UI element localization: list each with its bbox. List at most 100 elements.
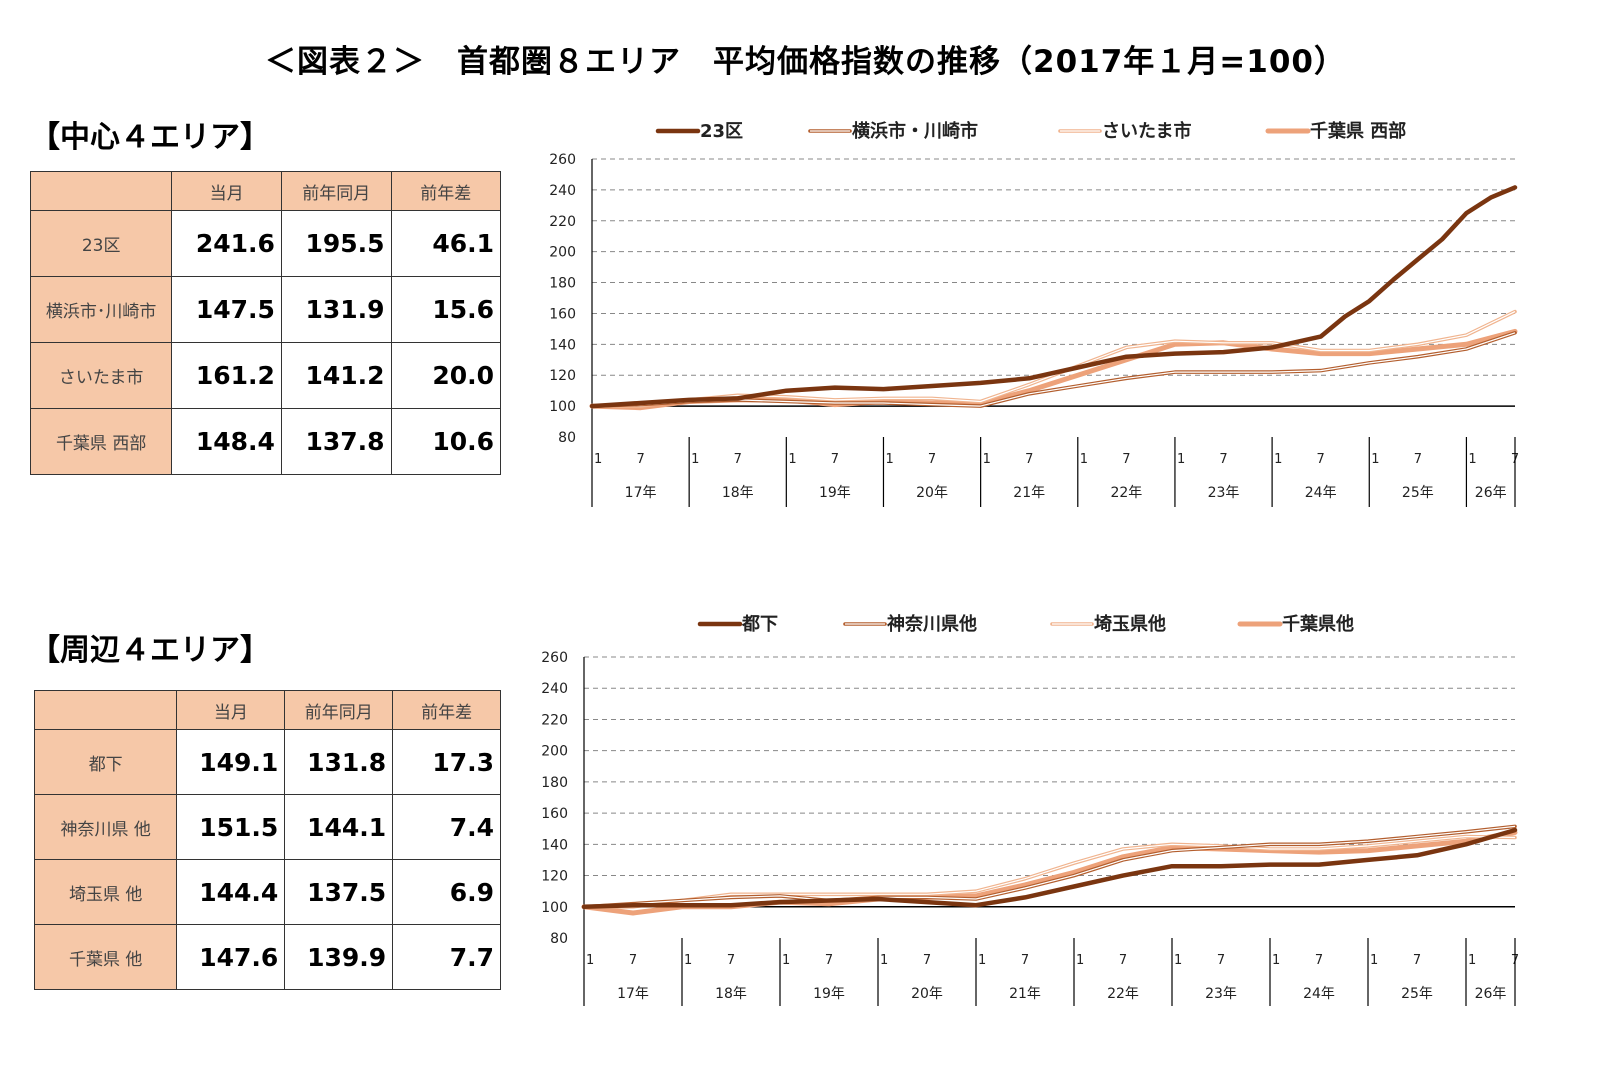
table-header-diff: 前年差 [392, 690, 501, 730]
legend-label: 千葉県 西部 [1310, 120, 1406, 142]
table-row: 横浜市･川崎市 147.5 131.9 15.6 [29, 276, 502, 343]
table-row: 都下 149.1 131.8 17.3 [33, 729, 501, 795]
table-header-current: 当月 [171, 171, 282, 211]
x-tick-label: 7 [1414, 452, 1422, 467]
row-label: 神奈川県 他 [33, 794, 178, 860]
x-tick-label: 1 [885, 452, 893, 467]
y-tick-label: 140 [549, 337, 576, 353]
x-year-label: 18年 [722, 485, 754, 501]
x-tick-label: 7 [1315, 953, 1323, 968]
y-tick-label: 100 [541, 900, 568, 916]
series-path-inner [592, 311, 1516, 407]
y-tick-label: 200 [541, 744, 568, 760]
table-header-current: 当月 [176, 690, 286, 730]
cell-diff: 6.9 [392, 859, 501, 925]
table-header-row: 当月 前年同月 前年差 [29, 171, 502, 211]
legend-item: 埼玉県他 [1050, 613, 1166, 635]
cell-diff: 17.3 [392, 729, 501, 795]
y-tick-label: 220 [549, 214, 576, 230]
table-suburban: 当月 前年同月 前年差 都下 149.1 131.8 17.3 神奈川県 他 1… [33, 690, 501, 990]
legend-label: 神奈川県他 [887, 613, 977, 635]
row-label: さいたま市 [29, 342, 173, 409]
x-tick-label: 1 [1468, 953, 1476, 968]
legend-item: 千葉県他 [1237, 613, 1354, 635]
legend-item: 23区 [655, 121, 743, 142]
x-tick-label: 1 [880, 953, 888, 968]
x-tick-label: 7 [928, 452, 936, 467]
table-header-row: 当月 前年同月 前年差 [33, 690, 501, 730]
table-header-empty [33, 690, 178, 730]
legend-label: 横浜市・川崎市 [852, 120, 978, 142]
x-tick-label: 1 [1468, 452, 1476, 467]
x-tick-label: 7 [1119, 953, 1127, 968]
cell-current: 144.4 [176, 859, 286, 925]
table-central: 当月 前年同月 前年差 23区 241.6 195.5 46.1 横浜市･川崎市… [29, 171, 502, 475]
cell-last-year: 139.9 [284, 924, 394, 990]
x-tick-label: 1 [1370, 953, 1378, 968]
cell-last-year: 137.5 [284, 859, 394, 925]
x-year-label: 17年 [617, 986, 649, 1002]
x-tick-label: 1 [691, 452, 699, 467]
legend-item: 千葉県 西部 [1265, 120, 1406, 142]
series-path [590, 309, 1517, 408]
x-tick-label: 7 [1021, 953, 1029, 968]
y-tick-label: 260 [541, 650, 568, 666]
series-line [582, 824, 1517, 909]
x-year-label: 26年 [1475, 485, 1507, 501]
cell-current: 241.6 [171, 210, 282, 277]
cell-current: 147.5 [171, 276, 282, 343]
legend-item: 神奈川県他 [843, 613, 977, 635]
legend-label: さいたま市 [1102, 120, 1191, 142]
cell-last-year: 195.5 [280, 210, 392, 277]
x-tick-label: 7 [727, 953, 735, 968]
series-path-inner [591, 332, 1516, 407]
table-header-empty [29, 171, 173, 211]
x-year-label: 21年 [1009, 986, 1041, 1002]
series-line [582, 834, 1517, 909]
x-year-label: 20年 [911, 986, 943, 1002]
cell-current: 148.4 [171, 408, 282, 475]
x-tick-label: 7 [1413, 953, 1421, 968]
x-tick-label: 1 [983, 452, 991, 467]
series-line [590, 309, 1517, 408]
y-tick-label: 260 [549, 152, 576, 168]
cell-diff: 46.1 [390, 210, 502, 277]
row-label: 埼玉県 他 [33, 859, 178, 925]
y-tick-label: 240 [541, 681, 568, 697]
series-path-inner [583, 825, 1516, 908]
cell-diff: 15.6 [390, 276, 502, 343]
table-row: 千葉県 他 147.6 139.9 7.7 [33, 924, 501, 990]
section-title-suburban: 【周辺４エリア】 [30, 633, 270, 668]
x-year-label: 20年 [916, 485, 948, 501]
x-tick-label: 1 [586, 953, 594, 968]
y-tick-label: 220 [541, 712, 568, 728]
legend-label: 埼玉県他 [1094, 613, 1166, 635]
cell-diff: 10.6 [390, 408, 502, 475]
legend-item: 都下 [697, 614, 778, 635]
row-label: 横浜市･川崎市 [29, 276, 173, 343]
x-tick-label: 1 [594, 452, 602, 467]
table-header-diff: 前年差 [390, 171, 502, 211]
row-label: 23区 [29, 210, 173, 277]
x-tick-label: 7 [629, 953, 637, 968]
y-tick-label: 120 [549, 368, 576, 384]
x-tick-label: 7 [825, 953, 833, 968]
table-header-last-year: 前年同月 [280, 171, 392, 211]
series-line [590, 331, 1517, 408]
x-tick-label: 1 [1080, 452, 1088, 467]
cell-last-year: 131.9 [280, 276, 392, 343]
table-row: 千葉県 西部 148.4 137.8 10.6 [29, 408, 502, 475]
x-year-label: 22年 [1107, 986, 1139, 1002]
x-tick-label: 1 [782, 953, 790, 968]
y-tick-label: 240 [549, 183, 576, 199]
x-tick-label: 7 [923, 953, 931, 968]
x-tick-label: 7 [1317, 452, 1325, 467]
x-year-label: 23年 [1208, 485, 1240, 501]
x-year-label: 18年 [715, 986, 747, 1002]
legend-label: 千葉県他 [1282, 613, 1354, 635]
x-tick-label: 1 [1272, 953, 1280, 968]
row-label: 千葉県 他 [33, 924, 178, 990]
x-tick-label: 7 [636, 452, 644, 467]
x-tick-label: 1 [684, 953, 692, 968]
cell-current: 147.6 [176, 924, 286, 990]
